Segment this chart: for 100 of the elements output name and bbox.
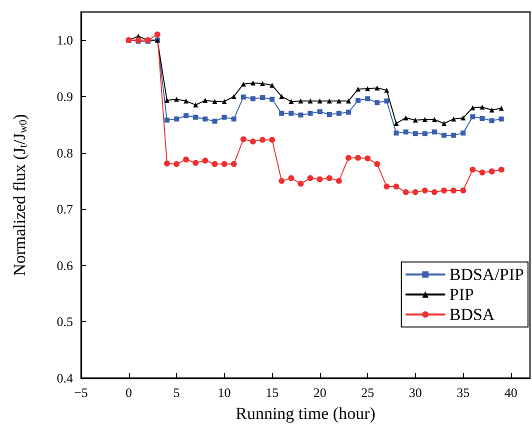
x-tick-label: 40 xyxy=(504,385,518,400)
point xyxy=(260,81,266,86)
point xyxy=(355,154,362,161)
point xyxy=(174,96,180,102)
point xyxy=(250,80,256,86)
point xyxy=(460,187,466,194)
point xyxy=(480,116,485,121)
point xyxy=(441,187,448,194)
point xyxy=(402,189,409,196)
point xyxy=(432,129,437,134)
point xyxy=(279,110,284,116)
point xyxy=(154,32,160,38)
point xyxy=(346,110,351,115)
point xyxy=(212,118,218,124)
point xyxy=(384,88,390,93)
point xyxy=(460,115,466,120)
point xyxy=(450,187,457,194)
point xyxy=(451,116,456,122)
point xyxy=(384,184,390,190)
point xyxy=(489,107,494,112)
x-tick-label: 30 xyxy=(408,385,422,400)
point xyxy=(212,161,218,168)
x-tick-label: 5 xyxy=(173,385,180,400)
point xyxy=(336,98,342,104)
point xyxy=(442,120,447,126)
point xyxy=(412,189,418,196)
point xyxy=(202,116,208,122)
point xyxy=(240,136,246,142)
point xyxy=(184,98,189,104)
point xyxy=(192,160,199,166)
y-tick-label: 0.4 xyxy=(56,370,74,386)
point xyxy=(164,160,170,166)
point xyxy=(432,117,437,122)
y-tick-label: 1.0 xyxy=(56,32,73,48)
point xyxy=(298,180,304,187)
point xyxy=(270,82,275,88)
point xyxy=(384,98,390,104)
x-tick-label: 25 xyxy=(361,385,374,400)
point xyxy=(346,98,351,104)
point xyxy=(356,86,361,92)
x-tick-label: 20 xyxy=(313,385,326,400)
point xyxy=(184,113,189,118)
point xyxy=(422,117,428,122)
point xyxy=(470,105,476,110)
point xyxy=(250,138,256,145)
legend-label: BDSA/PIP xyxy=(449,265,524,284)
point xyxy=(269,136,276,143)
point xyxy=(288,175,294,182)
y-tick-label: 0.7 xyxy=(56,202,74,217)
point xyxy=(222,99,227,104)
point xyxy=(498,106,504,111)
point xyxy=(288,99,294,104)
point xyxy=(394,120,399,126)
point xyxy=(279,94,284,99)
point xyxy=(374,86,380,91)
y-tick-label: 0.5 xyxy=(56,314,73,330)
point xyxy=(374,100,380,106)
y-axis-title: Normalized flux (Jt/Jw0) xyxy=(10,114,30,276)
point xyxy=(222,114,227,120)
point xyxy=(442,132,447,138)
point xyxy=(356,98,361,103)
point xyxy=(326,98,332,104)
point xyxy=(480,104,485,110)
legend-label: PIP xyxy=(449,285,474,304)
point xyxy=(202,158,208,164)
point xyxy=(403,129,408,134)
point xyxy=(394,130,399,136)
point xyxy=(403,115,408,120)
point xyxy=(336,110,342,116)
point xyxy=(317,109,322,114)
y-tick-label: 0.8 xyxy=(56,145,73,160)
x-tick-label: 35 xyxy=(456,385,470,400)
y-tick-label: 0.6 xyxy=(56,258,74,273)
point xyxy=(193,114,198,120)
point xyxy=(308,110,313,116)
point xyxy=(231,94,236,99)
point xyxy=(183,156,190,163)
x-tick-label: 15 xyxy=(266,385,279,400)
point xyxy=(230,161,237,168)
point xyxy=(240,94,246,100)
point xyxy=(365,96,370,102)
y-tick-label: 0.9 xyxy=(56,88,73,104)
point xyxy=(336,178,342,184)
point xyxy=(479,169,486,176)
point xyxy=(316,176,323,182)
point xyxy=(221,161,228,168)
x-tick-label: 0 xyxy=(126,385,132,400)
point xyxy=(393,184,400,190)
point xyxy=(278,178,285,184)
point xyxy=(307,175,314,182)
point xyxy=(345,154,352,161)
point xyxy=(308,98,313,104)
point xyxy=(451,132,456,138)
point xyxy=(326,175,332,182)
point xyxy=(260,95,266,100)
point xyxy=(164,118,170,123)
point xyxy=(317,98,322,104)
x-tick-label: −5 xyxy=(74,385,88,400)
point xyxy=(270,96,275,102)
point xyxy=(326,112,332,117)
